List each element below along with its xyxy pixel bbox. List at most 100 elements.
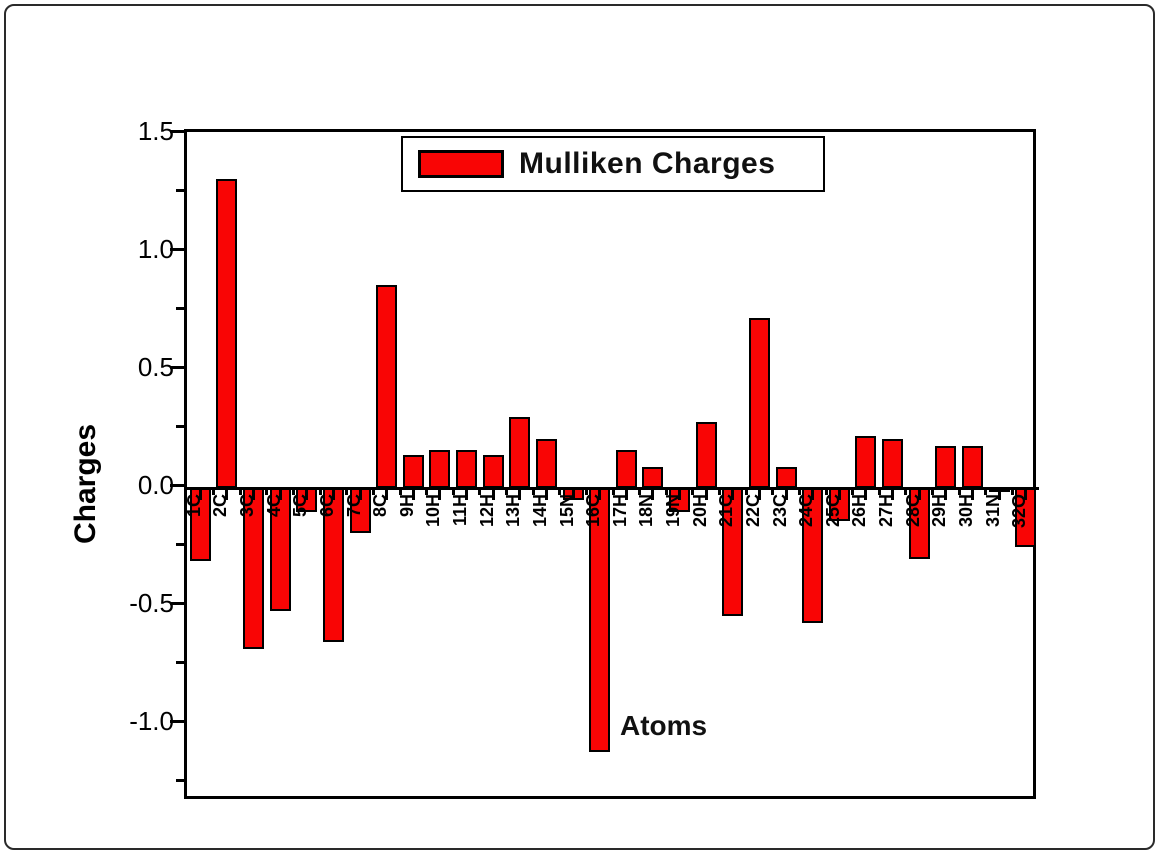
x-minor-tick xyxy=(558,488,562,496)
bar-23c xyxy=(775,467,797,489)
y-minor-tick xyxy=(176,188,184,192)
x-minor-tick xyxy=(797,488,801,496)
x-axis-annotation: Atoms xyxy=(620,710,708,741)
x-minor-tick xyxy=(398,488,402,496)
bar-29h xyxy=(935,445,957,489)
x-minor-tick xyxy=(371,488,375,496)
x-major-tick xyxy=(837,488,841,501)
x-major-tick xyxy=(491,488,495,501)
y-tick-label-0_0: 0.0 xyxy=(137,470,174,501)
x-major-tick xyxy=(278,488,282,501)
x-minor-tick xyxy=(425,488,429,496)
x-major-tick xyxy=(331,488,335,501)
x-major-tick xyxy=(252,488,256,501)
y-tick-label--0_5: -0.5 xyxy=(129,588,174,619)
legend-label: Mulliken Charges xyxy=(519,147,776,180)
x-minor-tick xyxy=(238,488,242,496)
bar-14h xyxy=(535,438,557,489)
x-major-tick xyxy=(704,488,708,501)
y-tick-label-0_5: 0.5 xyxy=(137,352,174,383)
x-minor-tick xyxy=(292,488,295,496)
x-major-tick xyxy=(624,488,628,501)
x-major-tick xyxy=(970,488,974,501)
bar-12h xyxy=(482,455,504,489)
x-major-tick xyxy=(465,488,469,501)
x-major-tick xyxy=(651,488,655,501)
x-minor-tick xyxy=(877,488,881,496)
x-major-tick xyxy=(438,488,442,501)
x-minor-tick xyxy=(638,488,642,496)
y-tick-label-1_5: 1.5 xyxy=(137,116,174,147)
bar-9h xyxy=(402,455,424,489)
x-minor-tick xyxy=(318,488,322,496)
y-major-tick xyxy=(170,247,184,251)
y-major-tick xyxy=(170,365,184,369)
bar-22c xyxy=(748,318,770,489)
x-minor-tick xyxy=(931,488,934,496)
x-minor-tick xyxy=(611,488,615,496)
x-major-tick xyxy=(305,488,309,501)
x-major-tick xyxy=(944,488,948,501)
x-major-tick xyxy=(411,488,415,501)
x-major-tick xyxy=(917,488,921,501)
x-minor-tick xyxy=(851,488,855,496)
x-major-tick xyxy=(544,488,548,501)
bar-17h xyxy=(615,450,637,489)
x-minor-tick xyxy=(984,488,988,496)
x-minor-tick xyxy=(505,488,508,496)
x-minor-tick xyxy=(212,488,216,496)
x-major-tick xyxy=(731,488,735,501)
y-minor-tick xyxy=(176,424,184,428)
bar-16c xyxy=(589,488,611,753)
x-minor-tick xyxy=(957,488,961,496)
x-major-tick xyxy=(571,488,575,501)
y-minor-tick xyxy=(176,778,184,782)
x-major-tick xyxy=(678,488,682,501)
x-minor-tick xyxy=(584,488,588,496)
x-minor-tick xyxy=(718,488,721,496)
y-minor-tick xyxy=(176,660,184,664)
x-minor-tick xyxy=(345,488,349,496)
x-major-tick xyxy=(358,488,362,501)
x-major-tick xyxy=(518,488,522,501)
legend: Mulliken Charges xyxy=(401,136,825,192)
x-major-tick xyxy=(1024,488,1028,501)
x-major-tick xyxy=(757,488,761,501)
y-major-tick xyxy=(170,129,184,133)
bar-2c xyxy=(216,179,238,489)
legend-swatch xyxy=(418,150,504,178)
x-minor-tick xyxy=(771,488,775,496)
x-major-tick xyxy=(198,488,202,501)
x-major-tick xyxy=(385,488,389,501)
x-major-tick xyxy=(811,488,815,501)
x-minor-tick xyxy=(691,488,695,496)
y-tick-label-1_0: 1.0 xyxy=(137,234,174,265)
x-major-tick xyxy=(891,488,895,501)
x-minor-tick xyxy=(265,488,269,496)
x-major-tick xyxy=(864,488,868,501)
x-minor-tick xyxy=(904,488,908,496)
x-major-tick xyxy=(784,488,788,501)
plot-area: Mulliken Charges Atoms 1C 2C 3C 4C 5C 6C 7C 8C 9… xyxy=(184,129,1039,799)
x-minor-tick xyxy=(824,488,828,496)
y-major-tick xyxy=(170,483,184,487)
x-major-tick xyxy=(598,488,602,501)
x-minor-tick xyxy=(531,488,535,496)
y-minor-tick xyxy=(176,542,184,546)
x-major-tick xyxy=(225,488,229,501)
y-tick-label--1_0: -1.0 xyxy=(129,706,174,737)
y-minor-tick xyxy=(176,306,184,310)
bar-27h xyxy=(882,438,904,489)
bar-10h xyxy=(429,450,451,489)
x-minor-tick xyxy=(478,488,482,496)
x-major-tick xyxy=(997,488,1001,501)
x-minor-tick xyxy=(744,488,748,496)
x-minor-tick xyxy=(664,488,668,496)
bar-18n xyxy=(642,467,664,489)
bar-26h xyxy=(855,436,877,489)
bar-30h xyxy=(961,445,983,489)
bar-11h xyxy=(456,450,478,489)
bar-13h xyxy=(509,417,531,489)
bar-8c xyxy=(376,285,398,489)
x-minor-tick xyxy=(1010,488,1014,496)
